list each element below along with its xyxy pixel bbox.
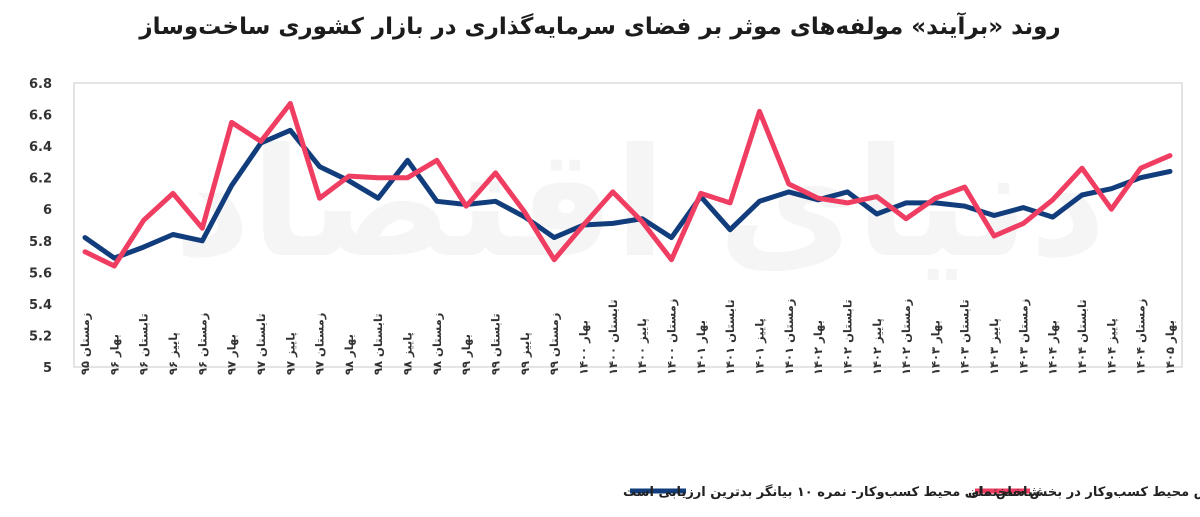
x-tick-label: پاییز ۹۸ [401,332,415,375]
x-tick-label: پاییز ۱۴۰۲ [870,318,884,375]
x-tick-label: بهار ۱۴۰۲ [811,320,825,375]
y-tick-label: 5.6 [29,266,52,281]
chart-title: روند «برآیند» مولفه‌های موثر بر فضای سرم… [139,14,1061,40]
y-tick-label: 5 [43,361,52,376]
x-tick-label: بهار ۹۷ [225,334,239,375]
x-tick-label: پاییز ۱۴۰۳ [987,318,1001,375]
x-tick-label: پاییز ۱۴۰۰ [635,318,649,375]
y-tick-label: 6.6 [29,109,52,124]
series-layer [82,101,1173,269]
x-tick-label: زمستان ۹۹ [547,313,561,375]
series-line-national [82,127,1173,261]
x-axis: زمستان ۹۵ بهار ۹۶ تابستان ۹۶ پاییز ۹۶ زمستان… [78,299,1177,375]
x-tick-label: پاییز ۹۹ [518,332,532,375]
y-tick-label: 5.8 [29,235,52,250]
x-tick-label: بهار ۱۴۰۱ [694,320,708,375]
x-tick-label: تابستان ۹۹ [489,313,503,375]
x-tick-label: تابستان ۱۴۰۴ [1075,299,1089,375]
x-tick-label: زمستان ۹۵ [78,313,92,375]
y-tick-label: 5.2 [29,329,52,344]
y-tick-label: 6.4 [29,140,52,155]
x-tick-label: تابستان ۹۶ [137,313,151,375]
x-tick-label: زمستان ۱۴۰۰ [664,299,678,375]
x-tick-label: بهار ۱۴۰۴ [1046,320,1060,375]
y-tick-label: 6.8 [29,77,52,92]
series-line-building [82,101,1173,269]
x-tick-label: زمستان ۹۶ [195,313,209,375]
x-tick-label: بهار ۱۴۰۵ [1163,320,1177,375]
x-tick-label: پاییز ۹۷ [283,332,297,375]
y-axis: 5 5.2 5.4 5.6 5.8 6 6.2 6.4 6.6 6.8 [29,77,52,376]
y-tick-label: 5.4 [29,298,52,313]
x-tick-label: بهار ۹۸ [342,334,356,375]
x-tick-label: تابستان ۱۴۰۳ [958,299,972,375]
x-tick-label: زمستان ۱۴۰۳ [1016,299,1030,375]
x-tick-label: پاییز ۱۴۰۱ [752,318,766,375]
x-tick-label: پاییز ۱۴۰۴ [1104,318,1118,375]
x-tick-label: تابستان ۹۷ [254,313,268,375]
x-tick-label: زمستان ۱۴۰۴ [1134,299,1148,375]
plot-area [73,82,1183,368]
y-tick-label: 6.2 [29,172,52,187]
x-tick-label: زمستان ۹۸ [430,313,444,375]
x-tick-label: زمستان ۱۴۰۱ [782,299,796,375]
x-tick-label: تابستان ۹۸ [371,313,385,375]
legend-item-building: شاخص محیط کسب‌وکار در بخش ساختمان [968,485,1200,500]
y-tick-label: 6 [43,203,52,218]
legend-label-building: شاخص محیط کسب‌وکار در بخش ساختمان [968,485,1200,500]
x-tick-label: تابستان ۱۴۰۲ [840,299,854,375]
legend-item-national: شاخص ملی محیط کسب‌وکار- نمره ۱۰ بیانگر ب… [623,484,1041,500]
legend: شاخص محیط کسب‌وکار در بخش ساختمان شاخص م… [623,484,1200,500]
plot-border [73,82,1183,368]
x-tick-label: زمستان ۹۷ [313,313,327,375]
x-tick-label: تابستان ۱۴۰۰ [606,299,620,375]
x-tick-label: بهار ۱۴۰۰ [577,320,591,375]
x-tick-label: بهار ۹۹ [459,334,473,375]
legend-label-national: شاخص ملی محیط کسب‌وکار- نمره ۱۰ بیانگر ب… [623,484,1041,500]
x-tick-label: زمستان ۱۴۰۲ [899,299,913,375]
x-tick-label: تابستان ۱۴۰۱ [723,299,737,375]
x-tick-label: پاییز ۹۶ [166,332,180,375]
x-tick-label: بهار ۹۶ [107,334,121,375]
x-tick-label: بهار ۱۴۰۳ [928,320,942,375]
watermark-text: دنیای اقتصاد [174,117,1107,291]
